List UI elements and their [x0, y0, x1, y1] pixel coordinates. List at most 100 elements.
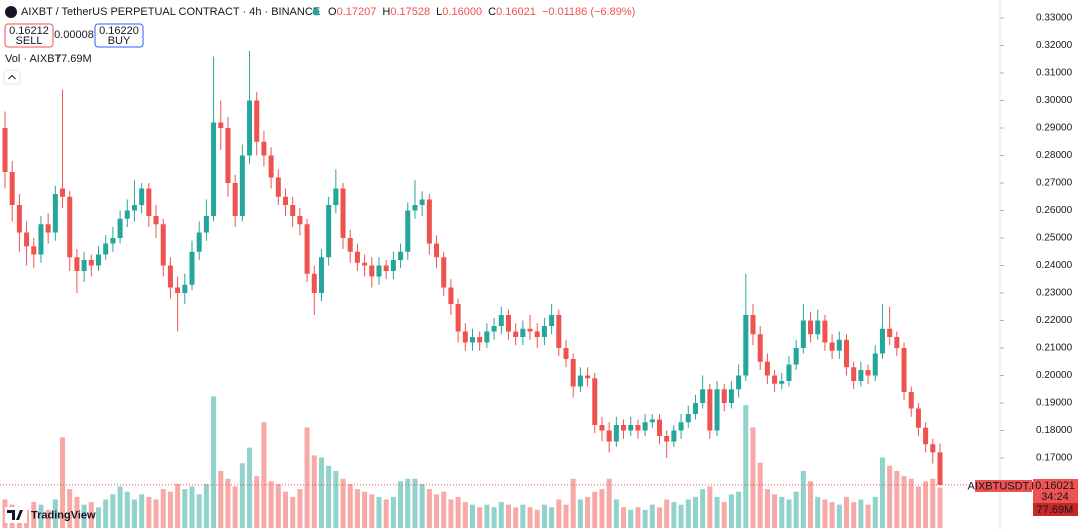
candle-body	[434, 243, 440, 258]
volume-bar	[836, 504, 842, 528]
volume-bar	[621, 507, 627, 528]
volume-bar	[872, 496, 878, 528]
candle-body	[297, 216, 303, 225]
y-tick-label: 0.24000	[1036, 260, 1073, 271]
candle-body	[405, 210, 411, 252]
volume-bar	[419, 483, 425, 528]
candle-body	[110, 238, 116, 244]
candle-body	[390, 260, 396, 272]
volume-bar	[455, 496, 461, 528]
volume-bar	[311, 455, 317, 528]
candle-body	[757, 334, 763, 362]
h-value: 0.17528	[390, 6, 430, 18]
volume-bar	[297, 489, 303, 528]
candle-body	[585, 375, 591, 379]
symbol-tag	[975, 480, 1032, 492]
volume-bar	[426, 489, 432, 528]
y-tick-label: 0.33000	[1036, 13, 1073, 24]
c-label: C	[488, 6, 496, 18]
candle-body	[628, 425, 634, 431]
candle-body	[160, 224, 166, 266]
o-label: O	[328, 6, 337, 18]
collapse-button[interactable]	[3, 69, 21, 85]
candle-body	[247, 100, 253, 156]
candle-body	[88, 260, 94, 266]
volume-bar	[721, 502, 727, 528]
candle-body	[52, 194, 58, 233]
y-tick-label: 0.25000	[1036, 233, 1073, 244]
volume-bar	[541, 504, 547, 528]
volume-bar	[477, 507, 483, 528]
candle-body	[268, 155, 274, 178]
volume-bar	[915, 486, 921, 528]
volume-bar	[635, 507, 641, 528]
candle-body	[599, 425, 605, 431]
volume-bar	[879, 457, 885, 528]
candle-body	[60, 188, 66, 197]
candle-body	[541, 326, 547, 338]
candle-body	[923, 427, 929, 445]
volume-value: 77.69M	[55, 53, 92, 65]
candle-body	[419, 199, 425, 206]
volume-bar	[261, 422, 267, 528]
volume-bar	[347, 483, 353, 528]
volume-bar	[441, 491, 447, 528]
candle-body	[311, 273, 317, 294]
y-tick-label: 0.18000	[1036, 425, 1073, 436]
candle-body	[426, 199, 432, 244]
volume-bar	[829, 502, 835, 528]
volume-bar	[254, 476, 260, 528]
volume-bar	[613, 499, 619, 528]
volume-bar	[383, 499, 389, 528]
candle-body	[455, 304, 461, 332]
logo-icon	[7, 510, 23, 520]
candle-body	[412, 205, 418, 211]
buy-button[interactable]	[94, 23, 144, 48]
countdown: 34:24	[1041, 491, 1069, 503]
volume-bar	[793, 491, 799, 528]
volume-bar	[232, 486, 238, 528]
volume-bar	[326, 465, 332, 528]
candle-body	[354, 251, 360, 263]
y-tick-label: 0.19000	[1036, 398, 1073, 409]
candle-body	[290, 205, 296, 217]
candle-body	[930, 444, 936, 453]
volume-bar	[139, 494, 145, 528]
volume-tag	[1033, 503, 1078, 516]
symbol-tag-text: AIXBTUSDT.P	[968, 480, 1039, 492]
candle-body	[872, 353, 878, 376]
candle-body	[700, 389, 706, 404]
candle-body	[275, 177, 281, 197]
c-value: 0.16021	[496, 6, 536, 18]
volume-bar	[203, 483, 209, 528]
candle-body	[685, 414, 691, 423]
volume-bar	[599, 489, 605, 528]
candle-body	[74, 257, 80, 272]
volume-bar	[685, 499, 691, 528]
y-tick-label: 0.23000	[1036, 288, 1073, 299]
candle-body	[103, 243, 109, 255]
volume-bar	[74, 496, 80, 528]
symbol-title: AIXBT / TetherUS PERPETUAL CONTRACT · 4h…	[21, 6, 320, 18]
volume-bar	[908, 478, 914, 528]
candle-body	[131, 205, 137, 211]
l-value: 0.16000	[442, 6, 482, 18]
candle-body	[527, 328, 533, 332]
candle-body	[764, 361, 770, 376]
logo-text[interactable]: TradingView	[31, 509, 96, 521]
candle-body	[477, 337, 483, 343]
candle-body	[254, 100, 260, 142]
candle-body	[304, 224, 310, 274]
volume-bar	[146, 496, 152, 528]
candle-body	[793, 348, 799, 365]
sell-button[interactable]	[4, 23, 54, 48]
volume-bar	[743, 405, 749, 528]
volume-bar	[894, 470, 900, 528]
candle-body	[908, 392, 914, 409]
volume-bar	[282, 491, 289, 528]
volume-bar	[117, 486, 123, 528]
y-tick-label: 0.30000	[1036, 95, 1073, 106]
volume-bar	[304, 427, 310, 528]
volume-bar	[45, 509, 51, 528]
candle-body	[570, 359, 576, 387]
